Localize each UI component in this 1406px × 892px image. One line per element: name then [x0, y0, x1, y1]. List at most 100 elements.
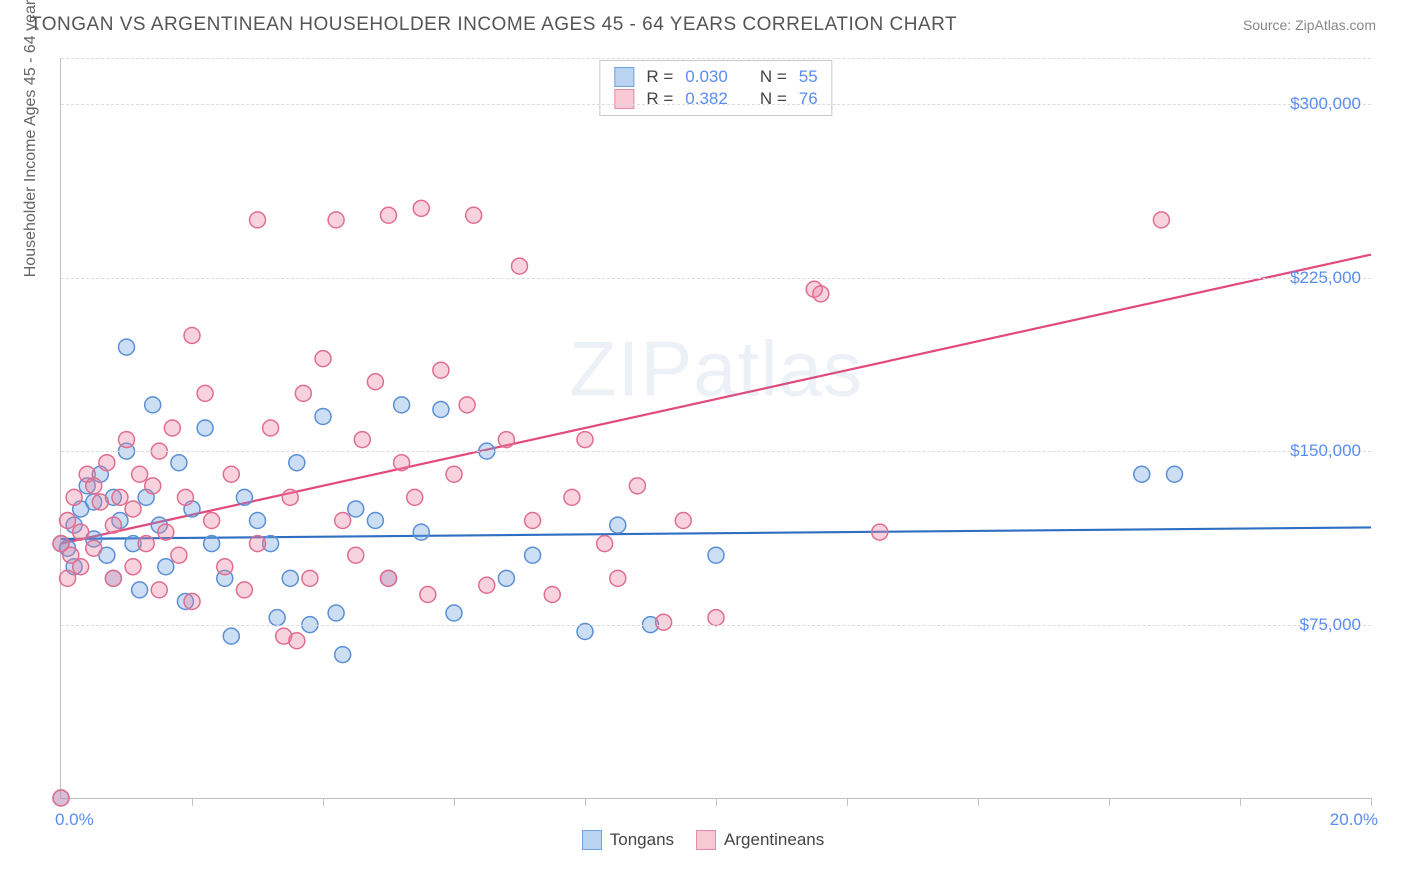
data-point [119, 339, 135, 355]
data-point [151, 582, 167, 598]
data-point [302, 570, 318, 586]
data-point [525, 547, 541, 563]
x-tick [585, 798, 586, 806]
data-point [204, 513, 220, 529]
data-point [1167, 466, 1183, 482]
data-point [367, 374, 383, 390]
chart-title: TONGAN VS ARGENTINEAN HOUSEHOLDER INCOME… [30, 14, 957, 36]
data-point [335, 647, 351, 663]
data-point [315, 408, 331, 424]
data-point [577, 432, 593, 448]
data-point [250, 513, 266, 529]
gridline [61, 104, 1371, 105]
data-point [171, 547, 187, 563]
n-value: 55 [799, 67, 818, 87]
y-tick-label: $75,000 [1300, 615, 1361, 635]
data-point [289, 633, 305, 649]
data-point [498, 570, 514, 586]
data-point [158, 559, 174, 575]
x-min-label: 0.0% [55, 810, 94, 830]
data-point [348, 547, 364, 563]
data-point [132, 466, 148, 482]
n-label: N = [760, 67, 787, 87]
source-label: Source: ZipAtlas.com [1243, 17, 1376, 33]
data-point [60, 570, 76, 586]
y-tick-label: $225,000 [1290, 268, 1361, 288]
x-max-label: 20.0% [1330, 810, 1378, 830]
data-point [164, 420, 180, 436]
data-point [145, 397, 161, 413]
data-point [250, 536, 266, 552]
n-label: N = [760, 89, 787, 109]
x-tick [716, 798, 717, 806]
data-point [597, 536, 613, 552]
data-point [498, 432, 514, 448]
data-point [420, 587, 436, 603]
data-point [86, 478, 102, 494]
data-point [53, 790, 69, 806]
data-point [197, 385, 213, 401]
data-point [381, 570, 397, 586]
chart-plot-area: ZIPatlas R = 0.030 N = 55 R = 0.382 N = … [60, 58, 1371, 799]
data-point [125, 559, 141, 575]
r-value: 0.030 [685, 67, 728, 87]
x-tick [847, 798, 848, 806]
data-point [367, 513, 383, 529]
legend-item-argentineans: Argentineans [696, 830, 824, 850]
data-point [223, 628, 239, 644]
data-point [413, 200, 429, 216]
data-point [872, 524, 888, 540]
data-point [217, 559, 233, 575]
data-point [295, 385, 311, 401]
swatch-blue-icon [614, 67, 634, 87]
data-point [105, 570, 121, 586]
data-point [138, 536, 154, 552]
data-point [60, 513, 76, 529]
data-point [63, 547, 79, 563]
data-point [269, 610, 285, 626]
swatch-pink-icon [614, 89, 634, 109]
gridline [61, 278, 1371, 279]
data-point [708, 547, 724, 563]
gridline [61, 58, 1371, 59]
data-point [184, 328, 200, 344]
data-point [433, 362, 449, 378]
data-point [1153, 212, 1169, 228]
y-tick-label: $150,000 [1290, 441, 1361, 461]
r-label: R = [646, 89, 673, 109]
x-tick [1109, 798, 1110, 806]
data-point [282, 489, 298, 505]
data-point [73, 524, 89, 540]
x-tick [192, 798, 193, 806]
data-point [577, 624, 593, 640]
data-point [328, 605, 344, 621]
x-tick [1371, 798, 1372, 806]
stats-row-argentineans: R = 0.382 N = 76 [614, 88, 817, 110]
data-point [158, 524, 174, 540]
data-point [119, 432, 135, 448]
data-point [125, 501, 141, 517]
data-point [1134, 466, 1150, 482]
swatch-blue-icon [582, 830, 602, 850]
data-point [813, 286, 829, 302]
data-point [544, 587, 560, 603]
data-point [223, 466, 239, 482]
data-point [348, 501, 364, 517]
bottom-legend: Tongans Argentineans [0, 830, 1406, 850]
data-point [132, 582, 148, 598]
data-point [394, 455, 410, 471]
data-point [197, 420, 213, 436]
data-point [66, 489, 82, 505]
data-point [525, 513, 541, 529]
stats-legend-box: R = 0.030 N = 55 R = 0.382 N = 76 [599, 60, 832, 116]
x-tick [454, 798, 455, 806]
data-point [86, 540, 102, 556]
data-point [479, 577, 495, 593]
data-point [177, 489, 193, 505]
scatter-plot-svg [61, 58, 1371, 798]
gridline [61, 625, 1371, 626]
data-point [105, 517, 121, 533]
y-tick-label: $300,000 [1290, 94, 1361, 114]
data-point [250, 212, 266, 228]
data-point [413, 524, 429, 540]
